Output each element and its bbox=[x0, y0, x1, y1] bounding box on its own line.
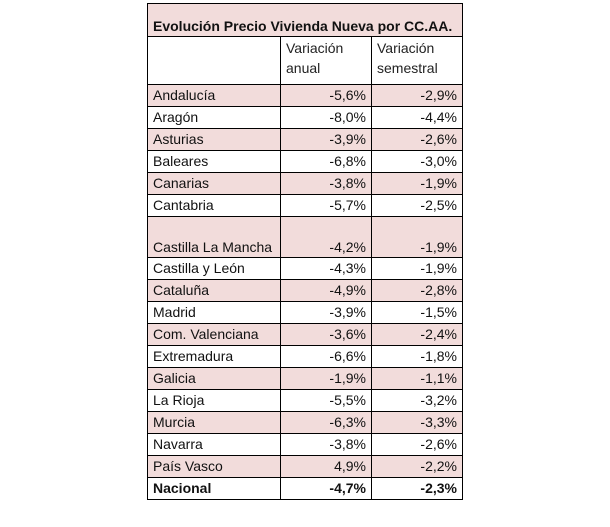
region-cell: Castilla y León bbox=[147, 257, 281, 280]
anual-cell: -4,9% bbox=[280, 279, 372, 302]
anual-cell: -8,0% bbox=[280, 106, 372, 129]
anual-cell: -4,2% bbox=[280, 216, 372, 258]
anual-cell: -3,8% bbox=[280, 433, 372, 456]
semestral-cell: -2,6% bbox=[371, 128, 463, 151]
table-title: Evolución Precio Vivienda Nueva por CC.A… bbox=[147, 3, 463, 37]
anual-cell: -5,7% bbox=[280, 194, 372, 217]
table-row: Castilla y León -4,3% -1,9% bbox=[147, 257, 463, 280]
region-cell: Navarra bbox=[147, 433, 281, 456]
anual-cell: -1,9% bbox=[280, 367, 372, 390]
semestral-cell: -2,4% bbox=[371, 323, 463, 346]
header-anual: Variación anual bbox=[280, 36, 372, 85]
anual-cell: -3,6% bbox=[280, 323, 372, 346]
anual-cell: -5,5% bbox=[280, 389, 372, 412]
semestral-cell: -1,1% bbox=[371, 367, 463, 390]
table-row: La Rioja -5,5% -3,2% bbox=[147, 389, 463, 412]
region-cell: La Rioja bbox=[147, 389, 281, 412]
header-region bbox=[147, 36, 281, 85]
table-row: País Vasco 4,9% -2,2% bbox=[147, 455, 463, 478]
semestral-cell: -2,3% bbox=[371, 477, 463, 500]
semestral-cell: -1,9% bbox=[371, 257, 463, 280]
semestral-cell: -2,2% bbox=[371, 455, 463, 478]
region-cell: Asturias bbox=[147, 128, 281, 151]
table-row: Asturias -3,9% -2,6% bbox=[147, 128, 463, 151]
anual-cell: -6,8% bbox=[280, 150, 372, 173]
header-row: Variación anual Variación semestral bbox=[147, 36, 463, 85]
semestral-cell: -2,8% bbox=[371, 279, 463, 302]
region-cell: Nacional bbox=[147, 477, 281, 500]
anual-cell: -4,3% bbox=[280, 257, 372, 280]
price-evolution-table: Evolución Precio Vivienda Nueva por CC.A… bbox=[147, 3, 463, 500]
title-row: Evolución Precio Vivienda Nueva por CC.A… bbox=[147, 3, 463, 37]
table-row: Cantabria -5,7% -2,5% bbox=[147, 194, 463, 217]
table-row: Madrid -3,9% -1,5% bbox=[147, 301, 463, 324]
table-row: Com. Valenciana -3,6% -2,4% bbox=[147, 323, 463, 346]
table-row: Navarra -3,8% -2,6% bbox=[147, 433, 463, 456]
table-row: Extremadura -6,6% -1,8% bbox=[147, 345, 463, 368]
region-cell: Madrid bbox=[147, 301, 281, 324]
semestral-cell: -2,6% bbox=[371, 433, 463, 456]
semestral-cell: -4,4% bbox=[371, 106, 463, 129]
semestral-cell: -2,9% bbox=[371, 84, 463, 107]
region-cell: Castilla La Mancha bbox=[147, 216, 281, 258]
table-row: Aragón -8,0% -4,4% bbox=[147, 106, 463, 129]
table-row: Baleares -6,8% -3,0% bbox=[147, 150, 463, 173]
anual-cell: -5,6% bbox=[280, 84, 372, 107]
anual-cell: -6,3% bbox=[280, 411, 372, 434]
region-cell: Cataluña bbox=[147, 279, 281, 302]
total-row: Nacional -4,7% -2,3% bbox=[147, 477, 463, 500]
semestral-cell: -3,3% bbox=[371, 411, 463, 434]
table-row: Murcia -6,3% -3,3% bbox=[147, 411, 463, 434]
region-cell: Com. Valenciana bbox=[147, 323, 281, 346]
region-cell: Canarias bbox=[147, 172, 281, 195]
table-row: Cataluña -4,9% -2,8% bbox=[147, 279, 463, 302]
table-row: Canarias -3,8% -1,9% bbox=[147, 172, 463, 195]
table-row: Castilla La Mancha -4,2% -1,9% bbox=[147, 216, 463, 258]
anual-cell: 4,9% bbox=[280, 455, 372, 478]
region-cell: Cantabria bbox=[147, 194, 281, 217]
semestral-cell: -1,5% bbox=[371, 301, 463, 324]
header-semestral: Variación semestral bbox=[371, 36, 463, 85]
semestral-cell: -1,9% bbox=[371, 172, 463, 195]
anual-cell: -3,9% bbox=[280, 128, 372, 151]
table-row: Andalucía -5,6% -2,9% bbox=[147, 84, 463, 107]
region-cell: Andalucía bbox=[147, 84, 281, 107]
anual-cell: -6,6% bbox=[280, 345, 372, 368]
region-cell: Extremadura bbox=[147, 345, 281, 368]
semestral-cell: -3,2% bbox=[371, 389, 463, 412]
region-cell: Baleares bbox=[147, 150, 281, 173]
anual-cell: -4,7% bbox=[280, 477, 372, 500]
region-cell: Murcia bbox=[147, 411, 281, 434]
anual-cell: -3,9% bbox=[280, 301, 372, 324]
region-cell: Aragón bbox=[147, 106, 281, 129]
region-cell: Galicia bbox=[147, 367, 281, 390]
semestral-cell: -2,5% bbox=[371, 194, 463, 217]
semestral-cell: -1,8% bbox=[371, 345, 463, 368]
anual-cell: -3,8% bbox=[280, 172, 372, 195]
semestral-cell: -3,0% bbox=[371, 150, 463, 173]
region-cell: País Vasco bbox=[147, 455, 281, 478]
table-row: Galicia -1,9% -1,1% bbox=[147, 367, 463, 390]
semestral-cell: -1,9% bbox=[371, 216, 463, 258]
